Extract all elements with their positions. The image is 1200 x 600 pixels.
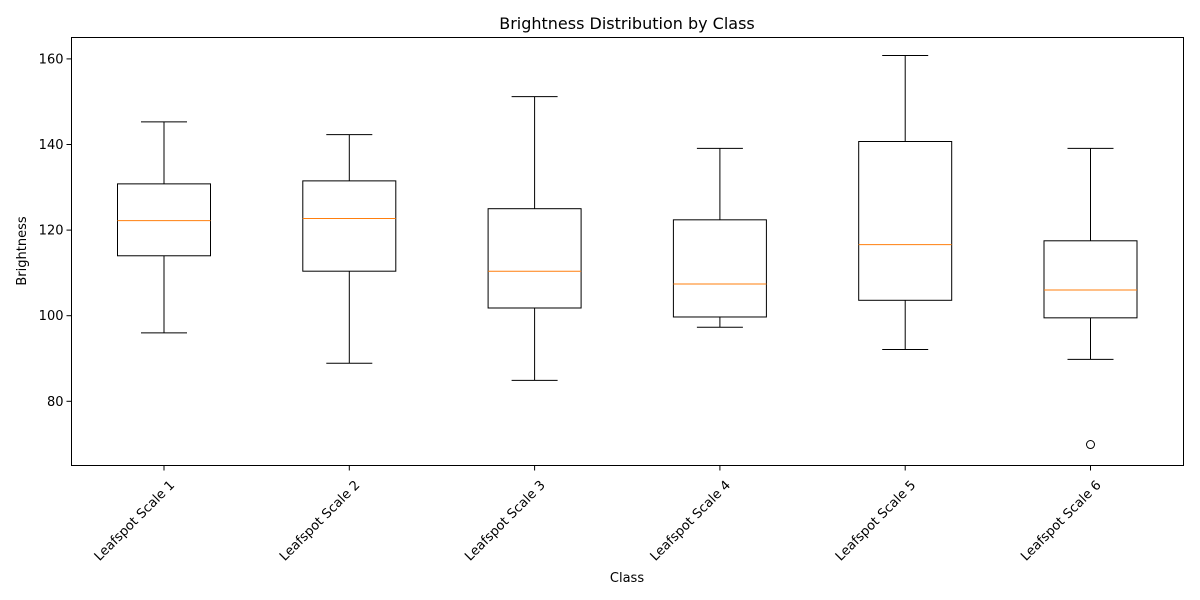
- box-iqr: [1043, 240, 1138, 319]
- y-axis-label: Brightness: [15, 216, 30, 285]
- box-iqr: [487, 208, 582, 309]
- y-tick-label: 80: [47, 395, 64, 410]
- x-tick-label: Leafspot Scale 3: [462, 478, 548, 564]
- box-iqr: [117, 183, 211, 257]
- y-tick-label: 160: [39, 52, 64, 67]
- x-tick-label: Leafspot Scale 2: [277, 478, 363, 564]
- x-tick-label: Leafspot Scale 4: [648, 478, 734, 564]
- x-tick-label: Leafspot Scale 6: [1018, 478, 1104, 564]
- x-axis-label: Class: [610, 571, 644, 586]
- chart-title: Brightness Distribution by Class: [499, 14, 755, 33]
- plot-frame: [71, 37, 1184, 466]
- box-iqr: [672, 219, 767, 318]
- y-tick-label: 100: [39, 309, 64, 324]
- y-tick-label: 140: [39, 138, 64, 153]
- y-tick-label: 120: [39, 224, 64, 239]
- box-iqr: [858, 141, 953, 301]
- x-tick-label: Leafspot Scale 1: [92, 478, 178, 564]
- box-iqr: [302, 180, 397, 272]
- x-tick-label: Leafspot Scale 5: [833, 478, 919, 564]
- outlier-point: [1086, 440, 1095, 450]
